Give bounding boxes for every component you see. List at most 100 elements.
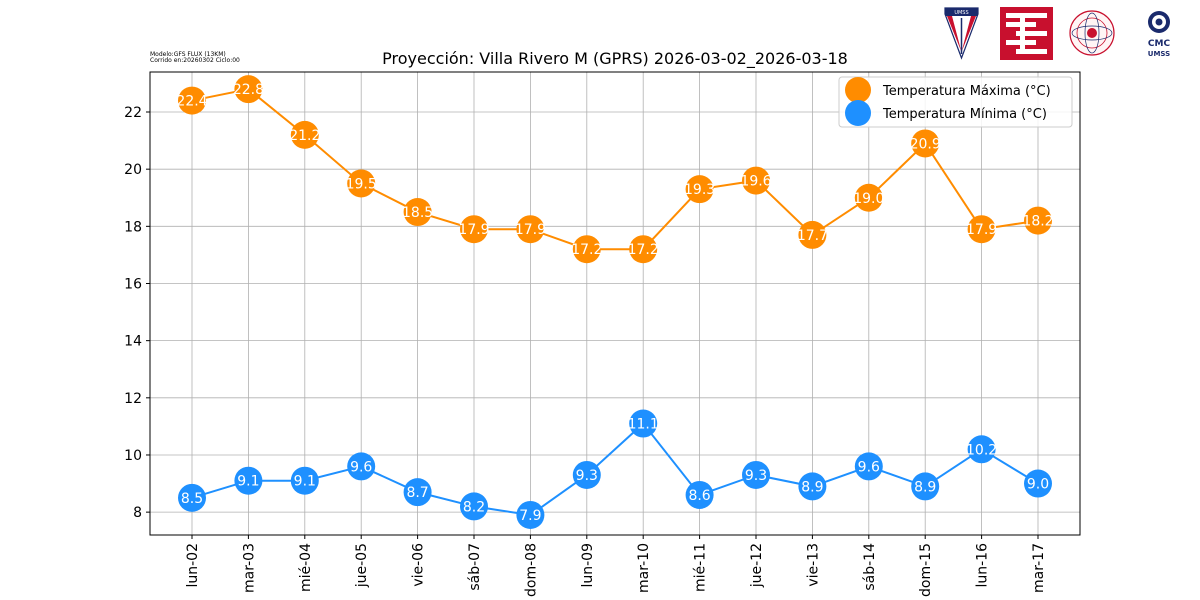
y-tick-label: 12 [124, 391, 142, 407]
data-point [403, 198, 432, 227]
data-label: 22.8 [233, 82, 264, 98]
data-label: 19.3 [684, 182, 715, 198]
data-point [798, 472, 827, 501]
x-tick-label: mié-04 [298, 543, 314, 592]
umss-shield-logo: UMSS [944, 7, 979, 60]
data-point [460, 215, 488, 244]
data-label: 9.6 [858, 459, 880, 475]
legend-label: Temperatura Máxima (°C) [882, 84, 1051, 99]
data-point [742, 460, 770, 489]
data-point [742, 166, 770, 195]
data-label: 20.9 [910, 136, 941, 152]
data-point [854, 452, 883, 481]
series-line [191, 88, 1039, 251]
data-point [516, 215, 545, 244]
x-tick-label: lun-16 [975, 543, 991, 588]
x-tick-label: mié-11 [693, 543, 709, 592]
data-label: 17.9 [966, 222, 997, 238]
data-label: 18.5 [402, 205, 433, 221]
y-tick-label: 16 [124, 276, 142, 292]
data-point [290, 466, 319, 495]
data-point [460, 492, 488, 521]
y-tick-label: 10 [124, 448, 142, 464]
data-point [685, 175, 714, 204]
data-label: 9.3 [576, 468, 598, 484]
data-point [911, 472, 940, 501]
data-point [629, 235, 658, 264]
data-label: 7.9 [519, 508, 541, 524]
data-label: 17.2 [571, 242, 602, 258]
cmc-logo-subtext: UMSS [1148, 50, 1170, 58]
data-point [178, 86, 206, 115]
x-tick-label: mar-17 [1031, 543, 1047, 593]
x-tick-label: vie-13 [805, 543, 821, 587]
x-tick-label: dom-08 [523, 543, 539, 597]
y-tick-label: 8 [133, 505, 142, 521]
data-point [1024, 206, 1052, 235]
run-info-line: Corrido en:20260302 Ciclo:00 [150, 57, 240, 64]
data-label: 8.7 [406, 485, 428, 501]
x-tick-label: jue-05 [354, 543, 370, 588]
data-point [1024, 469, 1052, 498]
data-label: 9.0 [1027, 477, 1049, 493]
data-label: 19.6 [740, 174, 771, 190]
legend-box [838, 76, 1073, 128]
data-point [234, 466, 263, 495]
data-point [178, 483, 206, 512]
x-tick-label: sáb-07 [467, 543, 483, 591]
data-label: 9.6 [350, 459, 372, 475]
data-point [234, 75, 263, 104]
data-label: 8.2 [463, 499, 485, 515]
data-label: 8.9 [801, 479, 823, 495]
legend-label: Temperatura Mínima (°C) [882, 107, 1047, 122]
faculty-red-logo [1000, 7, 1053, 60]
x-tick-label: dom-15 [918, 543, 934, 597]
data-label: 8.6 [688, 488, 710, 504]
data-point [572, 460, 601, 489]
data-label: 17.9 [515, 222, 546, 238]
x-tick-label: jue-12 [749, 543, 765, 588]
data-point [290, 120, 319, 149]
data-point [347, 452, 376, 481]
data-label: 19.5 [346, 176, 377, 192]
data-label: 19.0 [853, 191, 884, 207]
institution-logos: UMSS CMC UMSS [944, 7, 1171, 60]
chart-title: Proyección: Villa Rivero M (GPRS) 2026-0… [382, 49, 848, 69]
data-label: 8.5 [181, 491, 203, 507]
data-label: 8.9 [914, 479, 936, 495]
cmc-logo: CMC UMSS [1148, 11, 1171, 58]
data-point [798, 220, 827, 249]
data-point [572, 235, 601, 264]
cmc-logo-text: CMC [1148, 39, 1171, 49]
x-tick-label: lun-09 [580, 543, 596, 588]
x-tick-label: mar-10 [636, 543, 652, 593]
data-label: 18.2 [1022, 214, 1053, 230]
data-label: 22.4 [176, 94, 207, 110]
y-tick-label: 14 [124, 334, 142, 350]
data-point [911, 129, 940, 158]
legend-marker [845, 77, 871, 103]
legend-marker [845, 100, 871, 126]
data-label: 9.3 [745, 468, 767, 484]
data-point [347, 169, 376, 198]
y-tick-label: 20 [124, 162, 142, 178]
data-point [403, 478, 432, 507]
data-point [854, 183, 883, 212]
data-label: 9.1 [237, 474, 259, 490]
data-label: 11.1 [628, 417, 659, 433]
data-point [516, 500, 545, 529]
x-tick-label: mar-03 [241, 543, 257, 593]
y-tick-label: 18 [124, 219, 142, 235]
data-point [685, 480, 714, 509]
y-tick-label: 22 [124, 105, 142, 121]
umss-logo-text: UMSS [954, 10, 968, 16]
data-point [629, 409, 658, 438]
data-label: 9.1 [294, 474, 316, 490]
series-line [191, 422, 1039, 517]
data-label: 17.7 [797, 228, 828, 244]
x-tick-label: lun-02 [185, 543, 201, 588]
seal-logo [1069, 10, 1115, 56]
data-label: 17.2 [628, 242, 659, 258]
x-tick-label: sáb-14 [862, 543, 878, 591]
